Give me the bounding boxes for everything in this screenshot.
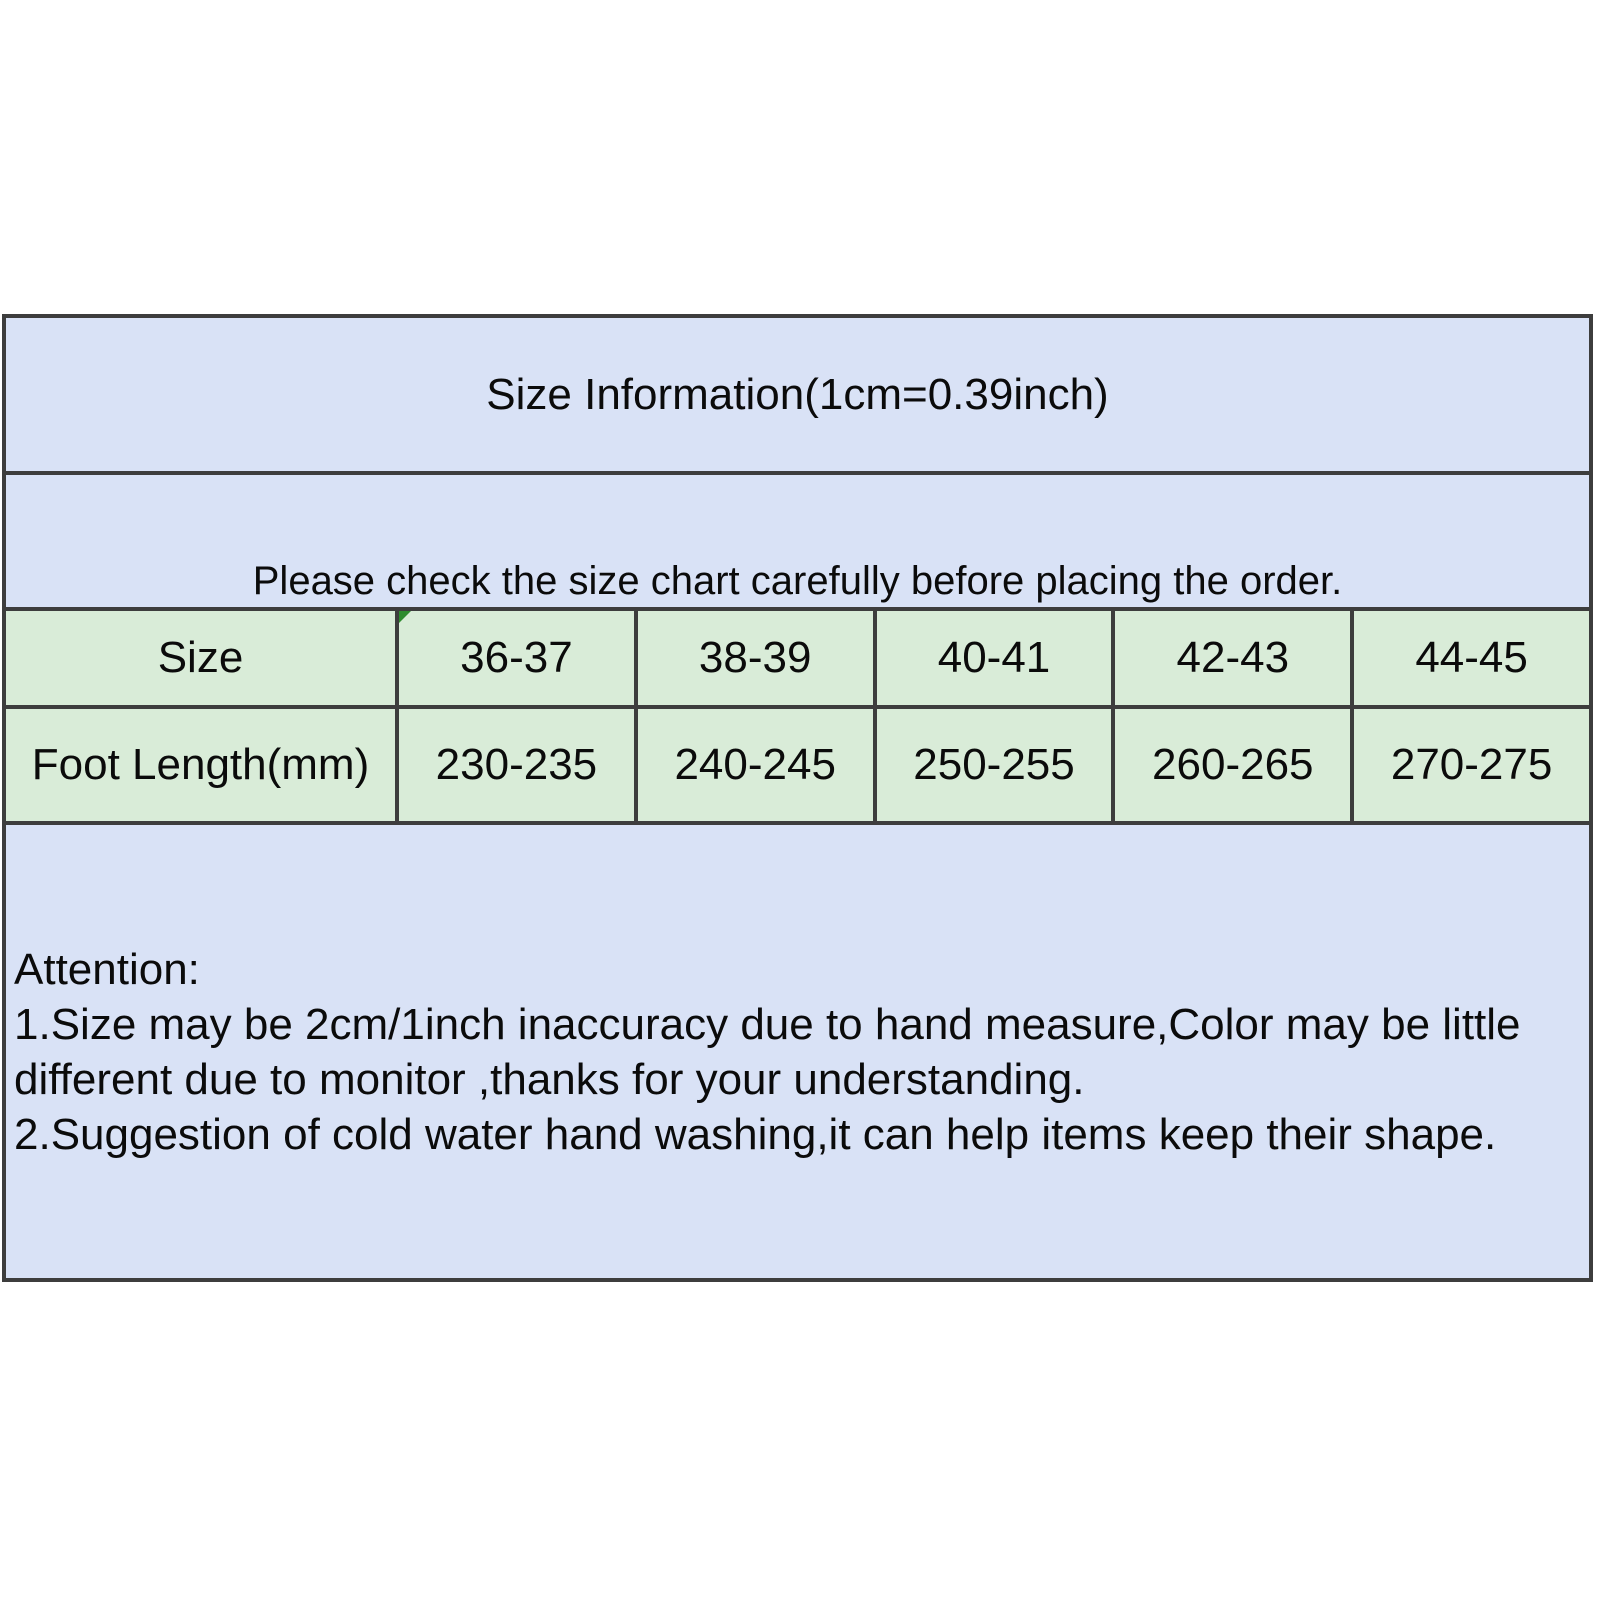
size-chart-title: Size Information(1cm=0.39inch) [486, 369, 1109, 419]
foot-length-cell: 260-265 [1111, 709, 1350, 821]
attention-heading: Attention: [14, 944, 200, 994]
size-cell-value: 36-37 [460, 633, 573, 682]
size-chart-notice: Please check the size chart carefully be… [252, 559, 1343, 603]
size-cell-value: 40-41 [937, 633, 1051, 682]
foot-length-cell: 240-245 [633, 709, 873, 821]
foot-length-cell-value: 270-275 [1390, 740, 1553, 789]
size-cell: 40-41 [872, 611, 1112, 705]
size-chart-notice-row: Please check the size chart carefully be… [6, 471, 1589, 607]
foot-length-cell: 230-235 [395, 709, 634, 821]
foot-length-row: Foot Length(mm) 230-235 240-245 250-255 … [6, 705, 1589, 821]
size-cell-value: 44-45 [1415, 633, 1528, 682]
foot-length-cell-value: 250-255 [913, 740, 1075, 789]
foot-length-row-header: Foot Length(mm) [31, 740, 370, 789]
foot-length-cell-value: 260-265 [1152, 740, 1314, 789]
size-cell: 44-45 [1350, 611, 1589, 705]
size-row-header: Size [157, 633, 244, 682]
attention-section: Attention: 1.Size may be 2cm/1inch inacc… [6, 821, 1589, 1278]
size-row: Size 36-37 38-39 40-41 42-43 44-45 [6, 607, 1589, 705]
size-cell: 42-43 [1111, 611, 1350, 705]
size-chart-table: Size Information(1cm=0.39inch) Please ch… [2, 314, 1593, 1282]
size-chart-title-row: Size Information(1cm=0.39inch) [6, 318, 1589, 471]
foot-length-cell: 270-275 [1350, 709, 1589, 821]
size-cell: 38-39 [633, 611, 873, 705]
foot-length-cell-value: 240-245 [674, 740, 836, 789]
attention-note-1: 1.Size may be 2cm/1inch inaccuracy due t… [14, 999, 1521, 1104]
attention-note-2: 2.Suggestion of cold water hand washing,… [14, 1109, 1497, 1159]
foot-length-cell: 250-255 [872, 709, 1112, 821]
excel-corner-marker-icon [399, 611, 411, 623]
size-cell-value: 42-43 [1176, 633, 1290, 682]
foot-length-cell-value: 230-235 [435, 740, 598, 789]
size-cell: 36-37 [395, 611, 634, 705]
size-cell-value: 38-39 [698, 633, 812, 682]
